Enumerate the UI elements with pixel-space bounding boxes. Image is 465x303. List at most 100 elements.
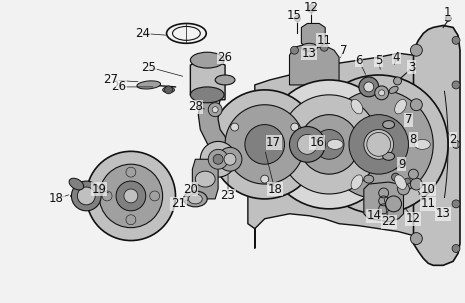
Ellipse shape <box>190 52 224 68</box>
Circle shape <box>411 99 422 111</box>
Polygon shape <box>248 53 413 248</box>
Circle shape <box>398 183 410 195</box>
Text: 14: 14 <box>366 209 381 222</box>
Circle shape <box>290 127 325 162</box>
Ellipse shape <box>69 178 84 190</box>
Circle shape <box>126 167 136 177</box>
Text: 17: 17 <box>266 136 281 149</box>
Circle shape <box>452 245 460 252</box>
Text: 3: 3 <box>408 61 415 74</box>
Text: 6: 6 <box>355 54 363 67</box>
Circle shape <box>208 103 222 117</box>
Text: 1: 1 <box>443 6 451 19</box>
Circle shape <box>452 140 460 148</box>
Ellipse shape <box>389 86 398 93</box>
Ellipse shape <box>215 75 235 85</box>
Circle shape <box>231 123 239 131</box>
Text: 13: 13 <box>436 207 451 220</box>
Ellipse shape <box>364 175 374 183</box>
Polygon shape <box>364 182 404 222</box>
Circle shape <box>392 173 399 181</box>
Circle shape <box>77 187 95 205</box>
Circle shape <box>452 200 460 208</box>
Circle shape <box>364 82 374 92</box>
Circle shape <box>213 154 223 164</box>
Circle shape <box>224 153 236 165</box>
Ellipse shape <box>351 175 363 189</box>
Circle shape <box>294 15 300 22</box>
Ellipse shape <box>183 191 207 207</box>
Ellipse shape <box>327 139 343 149</box>
Circle shape <box>411 233 422 245</box>
Circle shape <box>265 80 393 209</box>
Text: 19: 19 <box>92 182 106 195</box>
Circle shape <box>298 135 317 154</box>
Circle shape <box>375 86 389 100</box>
Circle shape <box>165 86 173 94</box>
Circle shape <box>126 215 136 225</box>
Circle shape <box>310 41 318 49</box>
Text: 13: 13 <box>302 47 317 60</box>
Circle shape <box>309 75 448 214</box>
Text: 16: 16 <box>310 136 325 149</box>
Circle shape <box>385 196 401 212</box>
Circle shape <box>408 169 418 179</box>
Circle shape <box>393 77 401 85</box>
Circle shape <box>291 46 299 54</box>
Text: 23: 23 <box>220 189 235 202</box>
Circle shape <box>359 77 379 97</box>
Circle shape <box>291 123 299 131</box>
Ellipse shape <box>383 121 395 128</box>
Ellipse shape <box>383 152 395 160</box>
Circle shape <box>299 115 359 174</box>
Circle shape <box>445 15 451 22</box>
Polygon shape <box>413 25 460 265</box>
Circle shape <box>116 181 146 211</box>
Ellipse shape <box>395 99 406 114</box>
Text: 5: 5 <box>375 54 382 67</box>
Text: 26: 26 <box>218 51 232 64</box>
Circle shape <box>314 129 344 159</box>
Text: 18: 18 <box>49 192 64 205</box>
Circle shape <box>452 36 460 44</box>
Circle shape <box>324 90 433 199</box>
Text: 12: 12 <box>406 212 421 225</box>
Text: 26: 26 <box>112 80 126 93</box>
Circle shape <box>212 107 218 113</box>
Circle shape <box>279 95 379 194</box>
Ellipse shape <box>395 175 406 189</box>
Polygon shape <box>290 43 339 85</box>
Text: 7: 7 <box>340 44 348 57</box>
Text: 7: 7 <box>405 113 412 126</box>
Text: 25: 25 <box>141 61 156 74</box>
Text: 9: 9 <box>398 158 405 171</box>
Text: 11: 11 <box>421 197 436 210</box>
Ellipse shape <box>414 139 430 149</box>
Circle shape <box>307 5 315 12</box>
Circle shape <box>86 151 175 241</box>
Ellipse shape <box>188 194 202 204</box>
Polygon shape <box>190 60 225 100</box>
Circle shape <box>150 191 159 201</box>
Circle shape <box>210 90 319 199</box>
Circle shape <box>245 125 285 164</box>
Circle shape <box>411 44 422 56</box>
Text: 21: 21 <box>171 197 186 210</box>
Circle shape <box>379 90 385 96</box>
Text: 15: 15 <box>287 9 302 22</box>
Ellipse shape <box>301 43 317 51</box>
Circle shape <box>320 43 328 51</box>
Text: 20: 20 <box>183 182 198 195</box>
Circle shape <box>200 142 236 177</box>
Text: 8: 8 <box>410 133 417 146</box>
Text: 28: 28 <box>188 100 203 113</box>
Ellipse shape <box>190 87 224 103</box>
Circle shape <box>208 149 228 169</box>
Polygon shape <box>198 98 228 166</box>
Circle shape <box>354 120 404 169</box>
Text: 27: 27 <box>104 73 119 86</box>
Text: 10: 10 <box>421 182 436 195</box>
Ellipse shape <box>351 99 363 114</box>
Ellipse shape <box>195 171 215 187</box>
Ellipse shape <box>137 81 160 89</box>
